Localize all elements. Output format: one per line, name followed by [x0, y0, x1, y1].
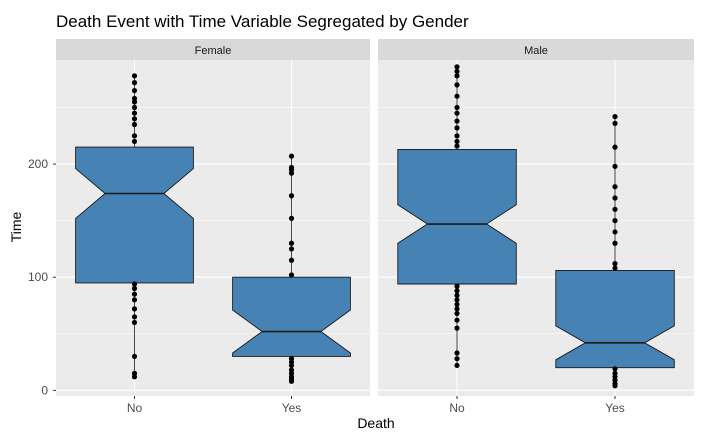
outlier-point	[454, 301, 460, 307]
notched-box	[232, 276, 351, 357]
outlier-point	[131, 138, 138, 145]
strip-background	[56, 39, 370, 60]
notched-box	[397, 148, 517, 285]
strip-label: Female	[195, 45, 232, 57]
outlier-point	[454, 93, 460, 99]
outlier-point	[612, 144, 618, 150]
outlier-point	[612, 229, 618, 235]
outlier-point	[131, 353, 138, 360]
box-female-no	[75, 73, 194, 380]
outlier-point	[612, 113, 618, 120]
y-axis-title: Time	[8, 211, 24, 242]
chart-title: Death Event with Time Variable Segregate…	[56, 12, 469, 31]
outlier-point	[131, 291, 138, 297]
outlier-point	[131, 87, 138, 94]
outlier-point	[454, 125, 460, 131]
outlier-point	[612, 366, 618, 372]
outlier-point	[612, 195, 618, 201]
outlier-point	[612, 206, 618, 212]
y-tick-label: 0	[41, 383, 48, 397]
strip-background	[378, 39, 694, 60]
outlier-point	[131, 281, 138, 287]
outlier-point	[131, 99, 138, 105]
facet-panels: Female No Yes Male No Yes	[56, 39, 694, 415]
outlier-point	[454, 118, 460, 124]
box-male-yes	[555, 113, 675, 389]
outlier-point	[131, 110, 138, 116]
x-tick-label: Yes	[605, 401, 625, 415]
outlier-point	[454, 138, 460, 145]
outlier-point	[288, 362, 295, 369]
outlier-point	[131, 319, 138, 326]
outlier-point	[288, 246, 295, 252]
outlier-point	[288, 153, 295, 159]
outlier-point	[288, 257, 295, 263]
strip-label: Male	[524, 45, 548, 57]
y-tick-label: 100	[28, 270, 48, 284]
outlier-point	[612, 261, 618, 267]
outlier-point	[454, 356, 460, 362]
outlier-point	[454, 306, 460, 312]
outlier-point	[131, 297, 138, 303]
outlier-point	[612, 184, 618, 190]
facet-panel-female: Female No Yes	[56, 39, 370, 415]
outlier-point	[612, 163, 618, 169]
outlier-point	[454, 133, 460, 139]
x-tick-label: No	[449, 401, 465, 415]
outlier-point	[612, 240, 618, 246]
outlier-point	[454, 73, 460, 79]
outlier-point	[131, 116, 138, 122]
outlier-point	[288, 378, 295, 384]
outlier-point	[131, 80, 138, 86]
box-male-no	[397, 64, 517, 369]
outlier-point	[131, 306, 138, 312]
outlier-point	[131, 133, 138, 139]
x-axis-title: Death	[357, 415, 394, 431]
notched-box	[75, 146, 194, 284]
outlier-point	[131, 374, 138, 380]
outlier-point	[288, 193, 295, 199]
outlier-point	[454, 82, 460, 88]
outlier-point	[454, 317, 460, 323]
x-tick-label: Yes	[282, 401, 302, 415]
outlier-point	[131, 121, 138, 128]
outlier-point	[612, 218, 618, 224]
outlier-point	[288, 215, 295, 221]
outlier-point	[131, 104, 138, 111]
y-tick-label: 200	[28, 157, 48, 171]
outlier-point	[454, 283, 460, 289]
outlier-point	[454, 310, 460, 317]
outlier-point	[131, 314, 138, 320]
x-tick-label: No	[127, 401, 143, 415]
outlier-point	[454, 325, 460, 331]
box-female-yes	[232, 153, 351, 384]
notched-box	[555, 269, 675, 369]
outlier-point	[612, 383, 618, 389]
outlier-point	[454, 143, 460, 149]
outlier-point	[454, 64, 460, 70]
outlier-point	[288, 240, 295, 246]
outlier-point	[454, 68, 460, 74]
outlier-point	[131, 285, 138, 292]
outlier-point	[612, 120, 618, 126]
y-axis: 0 100 200	[28, 157, 56, 397]
outlier-point	[288, 170, 295, 176]
outlier-point	[612, 265, 618, 271]
facet-panel-male: Male No Yes	[378, 39, 694, 415]
outlier-point	[454, 350, 460, 356]
outlier-point	[454, 110, 460, 116]
outlier-point	[131, 73, 138, 79]
outlier-point	[454, 297, 460, 303]
outlier-point	[454, 104, 460, 111]
outlier-point	[288, 272, 295, 278]
outlier-point	[454, 288, 460, 294]
outlier-point	[454, 292, 460, 298]
outlier-point	[454, 362, 460, 369]
